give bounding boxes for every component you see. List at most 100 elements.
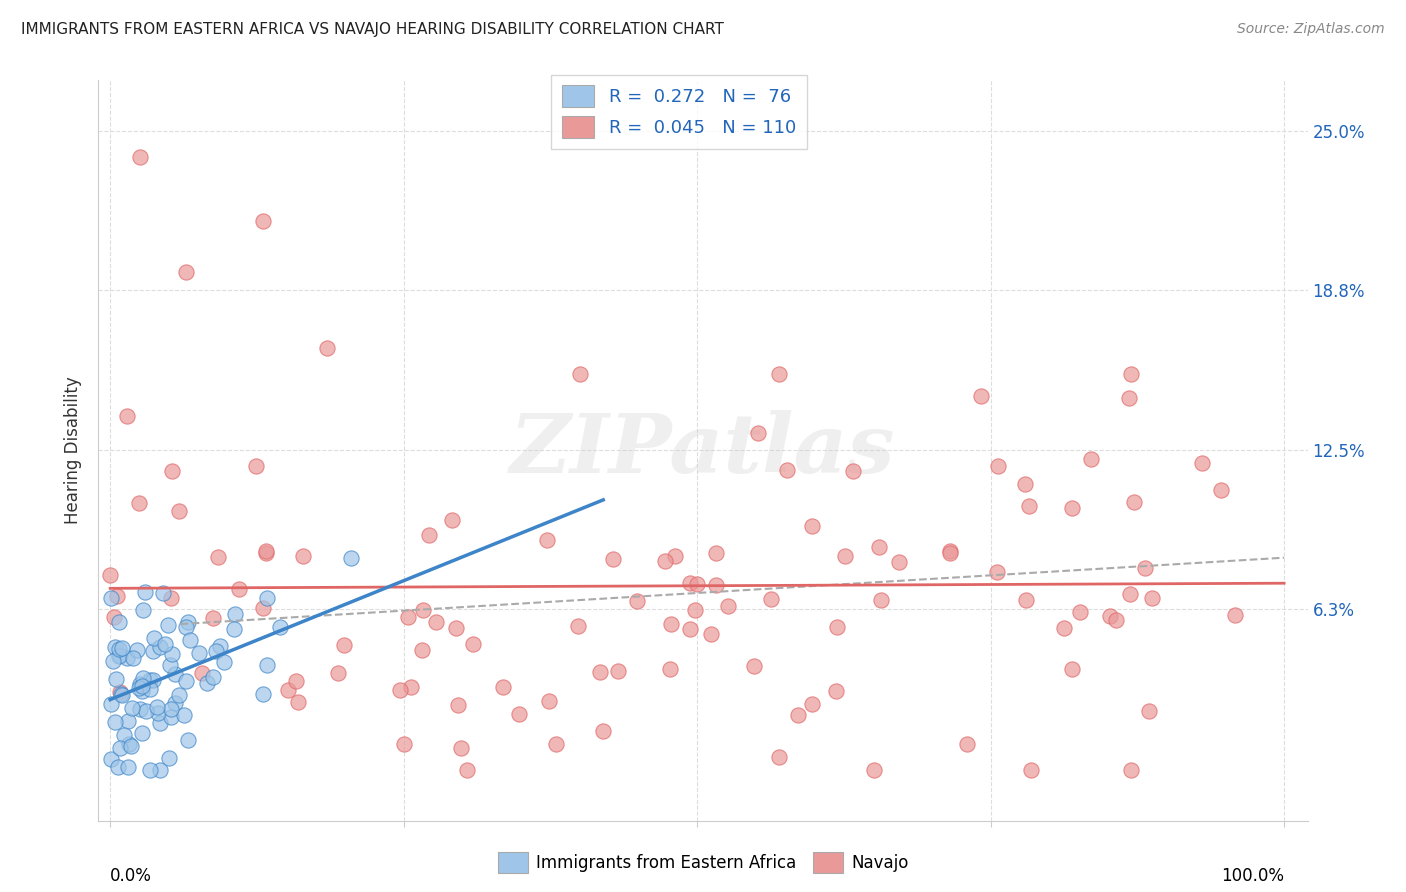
- Point: [986, 565, 1008, 579]
- Point: [970, 389, 993, 403]
- Point: [121, 701, 143, 715]
- Point: [704, 546, 727, 560]
- Point: [105, 589, 128, 603]
- Point: [492, 680, 515, 694]
- Point: [117, 760, 139, 774]
- Point: [205, 644, 228, 658]
- Point: [602, 552, 624, 566]
- Point: [956, 737, 979, 751]
- Point: [1223, 607, 1246, 622]
- Point: [1080, 452, 1102, 467]
- Point: [252, 601, 274, 615]
- Point: [160, 647, 183, 661]
- Point: [160, 464, 183, 478]
- Point: [128, 681, 150, 696]
- Point: [115, 651, 138, 665]
- Point: [536, 533, 558, 548]
- Point: [209, 640, 232, 654]
- Point: [128, 701, 150, 715]
- Point: [173, 708, 195, 723]
- Point: [1060, 501, 1083, 516]
- Y-axis label: Hearing Disability: Hearing Disability: [65, 376, 83, 524]
- Point: [149, 715, 172, 730]
- Point: [108, 642, 131, 657]
- Point: [104, 715, 127, 730]
- Point: [131, 679, 153, 693]
- Point: [224, 607, 246, 622]
- Point: [269, 619, 291, 633]
- Point: [134, 585, 156, 599]
- Point: [332, 639, 354, 653]
- Point: [101, 654, 124, 668]
- Point: [1209, 483, 1232, 498]
- Point: [868, 541, 890, 555]
- Point: [160, 591, 183, 605]
- Point: [1060, 662, 1083, 676]
- Point: [159, 710, 181, 724]
- Text: ZIPatlas: ZIPatlas: [510, 410, 896, 491]
- Point: [146, 700, 169, 714]
- Point: [105, 673, 128, 687]
- Point: [107, 760, 129, 774]
- Point: [768, 367, 790, 381]
- Point: [396, 609, 419, 624]
- Point: [179, 632, 201, 647]
- Point: [704, 578, 727, 592]
- Point: [1018, 500, 1040, 514]
- Point: [177, 732, 200, 747]
- Point: [111, 688, 134, 702]
- Point: [152, 586, 174, 600]
- Point: [1105, 613, 1128, 627]
- Point: [131, 725, 153, 739]
- Point: [138, 673, 160, 688]
- Point: [717, 599, 740, 613]
- Point: [100, 591, 122, 605]
- Point: [128, 150, 150, 164]
- Point: [201, 611, 224, 625]
- Point: [132, 603, 155, 617]
- Point: [418, 528, 440, 542]
- Point: [447, 698, 470, 712]
- Point: [444, 621, 467, 635]
- Point: [546, 737, 568, 751]
- Point: [425, 615, 447, 629]
- Point: [1019, 763, 1042, 777]
- Point: [1014, 477, 1036, 491]
- Point: [938, 546, 960, 560]
- Point: [284, 674, 307, 689]
- Point: [742, 659, 765, 673]
- Point: [862, 763, 884, 777]
- Point: [1014, 592, 1036, 607]
- Point: [110, 687, 132, 701]
- Point: [287, 695, 309, 709]
- Point: [139, 681, 162, 696]
- Point: [607, 664, 630, 678]
- Point: [254, 544, 277, 558]
- Point: [103, 610, 125, 624]
- Text: IMMIGRANTS FROM EASTERN AFRICA VS NAVAJO HEARING DISABILITY CORRELATION CHART: IMMIGRANTS FROM EASTERN AFRICA VS NAVAJO…: [21, 22, 724, 37]
- Point: [187, 646, 209, 660]
- Point: [567, 618, 589, 632]
- Point: [202, 670, 225, 684]
- Point: [177, 615, 200, 629]
- Point: [538, 694, 561, 708]
- Point: [339, 550, 361, 565]
- Point: [392, 737, 415, 751]
- Text: 0.0%: 0.0%: [110, 867, 152, 885]
- Point: [132, 671, 155, 685]
- Point: [245, 458, 267, 473]
- Point: [747, 425, 769, 440]
- Point: [252, 213, 274, 227]
- Point: [163, 696, 186, 710]
- Point: [1069, 605, 1091, 619]
- Point: [228, 582, 250, 596]
- Point: [115, 409, 138, 424]
- Point: [108, 685, 131, 699]
- Point: [1133, 561, 1156, 575]
- Point: [787, 707, 810, 722]
- Point: [441, 513, 464, 527]
- Point: [450, 740, 472, 755]
- Point: [568, 367, 591, 381]
- Point: [685, 603, 707, 617]
- Point: [939, 544, 962, 558]
